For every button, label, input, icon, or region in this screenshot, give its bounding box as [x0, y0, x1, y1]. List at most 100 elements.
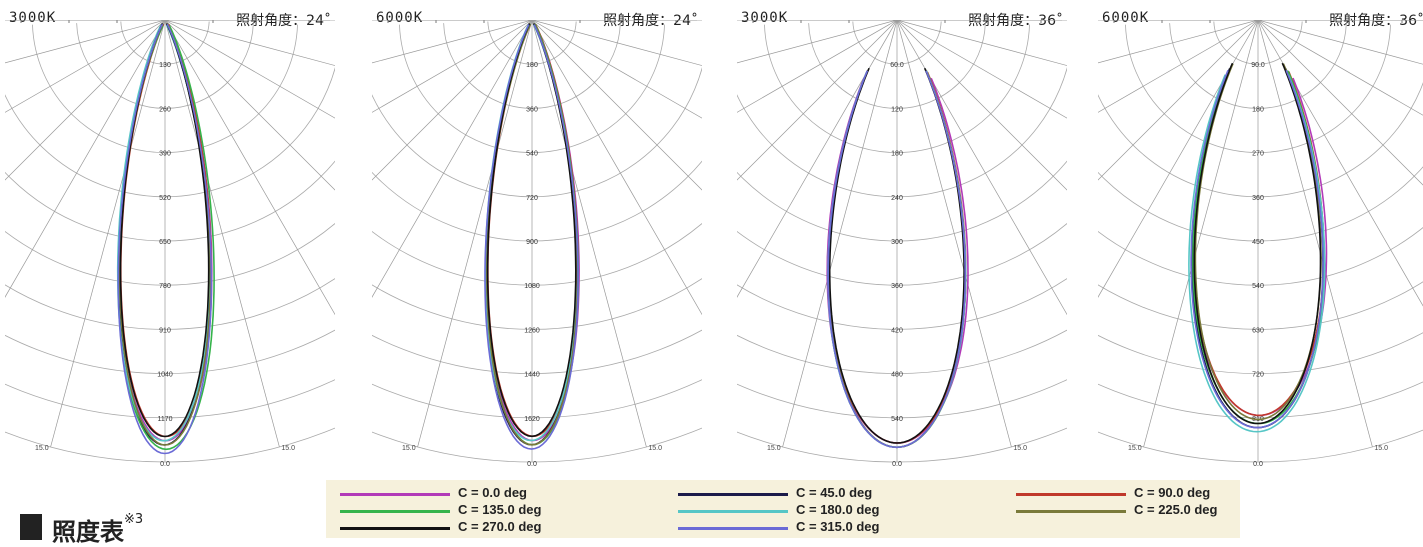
radial-tick-label: 450: [1252, 239, 1264, 246]
polar-ring: [737, 427, 1067, 463]
polar-chart-1: 3000K 照射角度：24˚ 39026013013026039075.075.…: [5, 0, 335, 475]
polar-spoke: [164, 20, 280, 448]
legend-label: C = 180.0 deg: [796, 502, 880, 517]
center-label: 0.0: [892, 461, 902, 468]
radial-tick-label: 260: [159, 106, 171, 113]
polar-spoke: [896, 20, 1067, 316]
center-label: 0.0: [527, 461, 537, 468]
legend-swatch: [340, 527, 450, 530]
radial-tick-label: 720: [1252, 372, 1264, 379]
polar-spoke: [417, 20, 533, 448]
beam-angle-label: 照射角度：36˚: [968, 13, 1063, 29]
polar-spoke: [531, 20, 647, 448]
radial-tick-label: 360: [891, 283, 903, 290]
radial-tick-label: 720: [526, 195, 538, 202]
polar-spoke: [1143, 20, 1259, 448]
angle-label: 15.0: [281, 445, 295, 452]
polar-spoke: [782, 20, 898, 448]
radial-tick-label: 180: [1252, 106, 1264, 113]
polar-ring: [1098, 429, 1423, 463]
radial-tick-label: 540: [526, 151, 538, 158]
polar-spoke: [896, 20, 1067, 119]
polar-spoke: [1098, 20, 1259, 298]
polar-spoke: [1257, 20, 1423, 116]
radial-tick-label: 390: [159, 151, 171, 158]
legend-swatch: [340, 510, 450, 513]
heading-square-icon: [20, 514, 42, 540]
polar-spoke: [531, 20, 702, 66]
heading-title: 照度表: [52, 518, 124, 546]
legend-label: C = 0.0 deg: [458, 485, 527, 500]
polar-spoke: [531, 20, 702, 316]
polar-ring: [737, 379, 1067, 419]
angle-label: 15.0: [648, 445, 662, 452]
polar-spoke: [372, 20, 533, 298]
legend-swatch: [340, 493, 450, 496]
radial-tick-label: 240: [891, 195, 903, 202]
beam-curve: [484, 24, 579, 450]
polar-spoke: [164, 20, 335, 316]
polar-ring: [372, 427, 702, 463]
polar-chart-2: 6000K 照射角度：24˚ 54036018018036054075.075.…: [372, 0, 702, 475]
polar-spoke: [1257, 20, 1423, 307]
center-label: 0.0: [1253, 461, 1263, 468]
legend-label: C = 45.0 deg: [796, 485, 873, 500]
polar-spoke: [531, 20, 702, 191]
polar-ring: [1098, 166, 1423, 242]
legend-swatch: [678, 510, 788, 513]
radial-tick-label: 1260: [524, 327, 540, 334]
polar-ring: [5, 160, 335, 242]
radial-tick-label: 360: [526, 106, 538, 113]
heading-note: ※3: [124, 512, 144, 527]
polar-spoke: [896, 20, 1067, 191]
polar-spoke: [50, 20, 166, 448]
center-label: 0.0: [160, 461, 170, 468]
radial-tick-label: 1620: [524, 416, 540, 423]
radial-tick-label: 540: [891, 416, 903, 423]
polar-spoke: [896, 20, 1012, 448]
radial-tick-label: 180: [526, 62, 538, 69]
polar-spoke: [372, 20, 533, 64]
polar-spoke: [164, 20, 335, 66]
radial-tick-label: 1040: [157, 372, 173, 379]
legend-label: C = 315.0 deg: [796, 519, 880, 534]
beam-angle-label: 照射角度：24˚: [603, 13, 698, 29]
radial-tick-label: 130: [159, 62, 171, 69]
legend: C = 0.0 deg C = 45.0 deg C = 90.0 deg C …: [326, 480, 1240, 538]
polar-chart-3: 3000K 照射角度：36˚ 18012060.060.012018075.07…: [737, 0, 1067, 475]
polar-spoke: [737, 20, 898, 113]
polar-plot: 39026013013026039075.075.060.060.045.045…: [5, 20, 335, 468]
radial-tick-label: 900: [526, 239, 538, 246]
polar-spoke: [372, 20, 533, 113]
legend-swatch: [678, 493, 788, 496]
legend-swatch: [678, 527, 788, 530]
polar-plot: 54036018018036054075.075.060.060.045.045…: [372, 20, 702, 468]
angle-label: 15.0: [1013, 445, 1027, 452]
polar-spoke: [1257, 20, 1423, 186]
polar-spoke: [164, 20, 335, 119]
radial-tick-label: 60.0: [890, 62, 904, 69]
polar-spoke: [372, 20, 533, 181]
polar-spoke: [737, 20, 898, 298]
polar-spoke: [896, 20, 1067, 66]
beam-curve: [1193, 62, 1322, 425]
radial-tick-label: 520: [159, 195, 171, 202]
radial-tick-label: 780: [159, 283, 171, 290]
beam-curve: [1190, 70, 1324, 429]
radial-tick-label: 180: [891, 151, 903, 158]
polar-plot: 18012060.060.012018075.075.060.060.045.0…: [737, 20, 1067, 468]
legend-label: C = 225.0 deg: [1134, 502, 1218, 517]
radial-tick-label: 120: [891, 106, 903, 113]
polar-spoke: [737, 20, 898, 181]
legend-label: C = 270.0 deg: [458, 519, 542, 534]
radial-tick-label: 1170: [157, 416, 172, 423]
polar-spoke: [5, 20, 166, 64]
polar-ring: [5, 379, 335, 419]
polar-ring: [5, 427, 335, 463]
polar-ring: [372, 160, 702, 242]
radial-tick-label: 480: [891, 372, 903, 379]
legend-label: C = 90.0 deg: [1134, 485, 1211, 500]
polar-spoke: [164, 20, 335, 191]
angle-label: 15.0: [767, 445, 781, 452]
angle-label: 15.0: [1128, 445, 1142, 452]
